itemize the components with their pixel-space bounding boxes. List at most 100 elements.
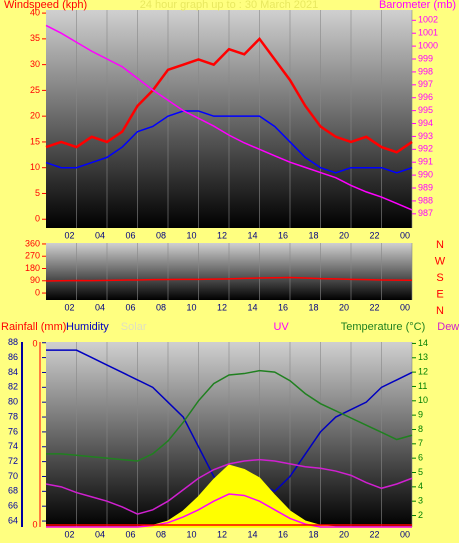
x-tick-label: 06 [125, 302, 135, 312]
y2-tick-label: 1002 [418, 15, 438, 25]
y-tick-label: 5 [35, 188, 40, 198]
y2-tick-label: 998 [418, 66, 433, 76]
y2-tick-label: 994 [418, 118, 433, 128]
rain-tick-label: 0 [32, 519, 37, 529]
y2-tick-label: 989 [418, 182, 433, 192]
legend-entry: Solar [121, 321, 147, 333]
direction-label: E [436, 288, 443, 300]
x-tick-label: 02 [64, 529, 74, 539]
x-tick-label: 14 [247, 529, 257, 539]
y2-tick-label: 6 [418, 453, 423, 463]
line [45, 276, 413, 282]
y2-tick-label: 990 [418, 169, 433, 179]
y-tick-label: 86 [8, 352, 18, 362]
y-tick-label: 25 [30, 85, 40, 95]
y-tick-label: 88 [8, 337, 18, 347]
x-tick-label: 06 [125, 529, 135, 539]
y-tick-label: 0 [35, 214, 40, 224]
y-tick-label: 180 [25, 263, 40, 273]
x-tick-label: 00 [400, 529, 410, 539]
y2-tick-label: 996 [418, 92, 433, 102]
x-tick-label: 16 [278, 230, 288, 240]
y-tick-label: 270 [25, 251, 40, 261]
y-tick-label: 35 [30, 33, 40, 43]
y2-tick-label: 997 [418, 79, 433, 89]
y2-tick-label: 993 [418, 131, 433, 141]
x-tick-label: 04 [95, 529, 105, 539]
y2-tick-label: 11 [418, 381, 427, 391]
y-tick-label: 10 [30, 162, 40, 172]
line [45, 458, 413, 515]
y2-tick-label: 7 [418, 438, 423, 448]
x-tick-label: 22 [369, 302, 379, 312]
x-tick-label: 16 [278, 302, 288, 312]
x-tick-label: 20 [339, 302, 349, 312]
x-tick-label: 22 [369, 529, 379, 539]
y-tick-label: 64 [8, 515, 18, 525]
x-tick-label: 04 [95, 302, 105, 312]
x-tick-label: 18 [308, 529, 318, 539]
y-tick-label: 80 [8, 397, 18, 407]
y2-tick-label: 5 [418, 467, 423, 477]
x-tick-label: 14 [247, 230, 257, 240]
y2-tick-label: 10 [418, 395, 428, 405]
y2-tick-label: 987 [418, 208, 433, 218]
x-tick-label: 18 [308, 230, 318, 240]
line [45, 110, 413, 174]
x-tick-label: 10 [186, 302, 196, 312]
x-tick-label: 02 [64, 302, 74, 312]
legend-entry: UV [273, 321, 289, 333]
y2-tick-label: 991 [418, 157, 433, 167]
x-tick-label: 04 [95, 230, 105, 240]
y-tick-label: 82 [8, 382, 18, 392]
direction-label: N [436, 239, 444, 251]
x-tick-label: 08 [156, 302, 166, 312]
x-tick-label: 00 [400, 230, 410, 240]
line [45, 36, 413, 154]
y2-tick-label: 4 [418, 481, 423, 491]
x-tick-label: 00 [400, 302, 410, 312]
x-tick-label: 06 [125, 230, 135, 240]
y-tick-label: 0 [35, 287, 40, 297]
chart-title: 24 hour graph up to : 30 March 2021 [140, 0, 319, 11]
y-tick-label: 68 [8, 486, 18, 496]
x-tick-label: 22 [369, 230, 379, 240]
y-axis-label: Windspeed (kph) [4, 0, 87, 11]
x-tick-label: 12 [217, 302, 227, 312]
x-tick-label: 08 [156, 230, 166, 240]
y2-tick-label: 12 [418, 366, 428, 376]
line [45, 24, 413, 211]
x-tick-label: 14 [247, 302, 257, 312]
x-tick-label: 10 [186, 529, 196, 539]
legend-entry: Humidity [66, 321, 109, 333]
y-tick-label: 84 [8, 367, 18, 377]
y2-tick-label: 8 [418, 424, 423, 434]
x-tick-label: 10 [186, 230, 196, 240]
y-tick-label: 40 [30, 7, 40, 17]
y2-tick-label: 2 [418, 510, 423, 520]
y2-tick-label: 988 [418, 195, 433, 205]
legend-entry: Temperature (°C) [341, 321, 425, 333]
direction-label: N [436, 305, 444, 317]
y2-tick-label: 14 [418, 338, 428, 348]
rain-axis-label: Rainfall (mm) [1, 321, 66, 333]
x-tick-label: 20 [339, 529, 349, 539]
y-tick-label: 72 [8, 456, 18, 466]
y-tick-label: 66 [8, 501, 18, 511]
y2-tick-label: 3 [418, 496, 423, 506]
y-tick-label: 30 [30, 59, 40, 69]
x-tick-label: 16 [278, 529, 288, 539]
direction-label: W [435, 255, 446, 267]
y2-tick-label: 1000 [418, 40, 438, 50]
y2-tick-label: 995 [418, 105, 433, 115]
x-tick-label: 12 [217, 230, 227, 240]
y-tick-label: 15 [30, 136, 40, 146]
x-tick-label: 20 [339, 230, 349, 240]
y-tick-label: 20 [30, 111, 40, 121]
y2-tick-label: 1001 [418, 28, 438, 38]
x-tick-label: 18 [308, 302, 318, 312]
y2-tick-label: 13 [418, 352, 428, 362]
x-tick-label: 12 [217, 529, 227, 539]
y-tick-label: 78 [8, 411, 18, 421]
y-tick-label: 90 [30, 275, 40, 285]
